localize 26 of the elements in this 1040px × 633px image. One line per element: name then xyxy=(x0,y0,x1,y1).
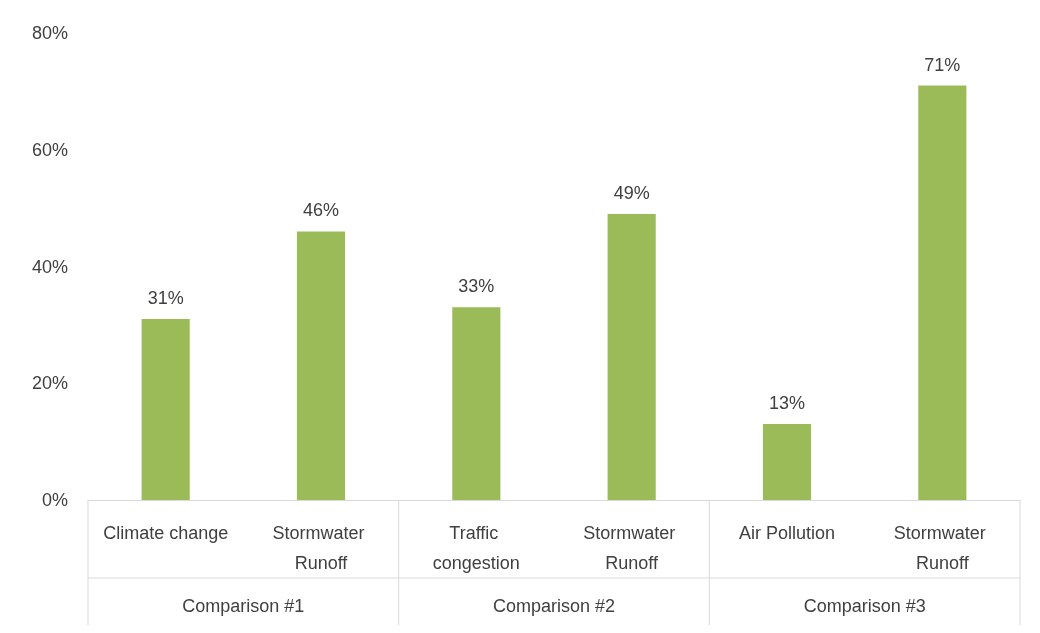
y-tick-label: 40% xyxy=(31,256,68,277)
y-tick-label: 60% xyxy=(31,139,68,160)
y-tick-label: 20% xyxy=(31,373,68,394)
data-label: 31% xyxy=(147,288,184,309)
x-tick-label: Climate change xyxy=(103,523,229,543)
bar xyxy=(762,424,812,500)
data-label: 71% xyxy=(924,54,961,75)
data-label: 33% xyxy=(458,276,495,297)
text: Comparison #3 xyxy=(803,596,926,616)
data-label: 49% xyxy=(613,182,650,203)
x-tick-label: Traffic congestion xyxy=(432,523,520,573)
data-label: 13% xyxy=(768,393,806,414)
bar xyxy=(607,213,656,500)
bar xyxy=(918,85,967,500)
bar xyxy=(452,307,501,500)
text: Comparison #1 xyxy=(182,596,305,616)
x-tick-label: Air Pollution xyxy=(738,523,836,543)
y-tick-label: 0% xyxy=(41,490,68,510)
x-tick-label: Stormwater Runoff xyxy=(893,523,991,573)
bar xyxy=(296,231,346,500)
text: Comparison #2 xyxy=(492,596,616,616)
bar xyxy=(141,319,190,500)
y-tick-label: 80% xyxy=(31,23,68,43)
x-tick-label: Stormwater Runoff xyxy=(272,523,370,573)
x-tick-label: Stormwater Runoff xyxy=(583,523,681,573)
data-label: 46% xyxy=(302,200,340,221)
